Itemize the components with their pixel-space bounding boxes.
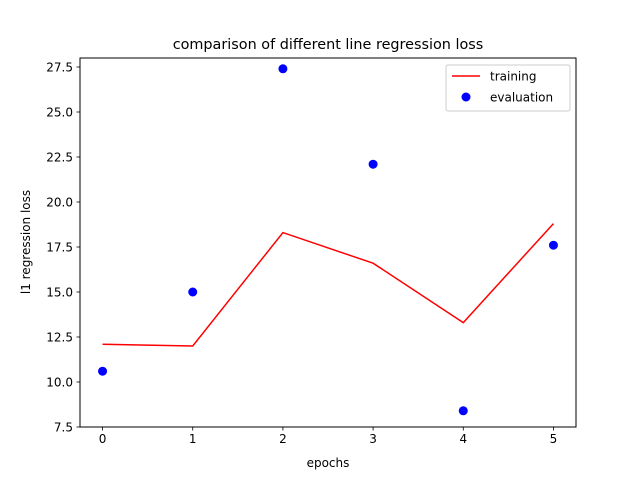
axes-frame: [79, 57, 577, 428]
y-tick-label: 22.5: [46, 151, 73, 165]
evaluation-point: [98, 366, 108, 376]
evaluation-point: [548, 240, 558, 250]
x-tick-label: 5: [550, 432, 558, 446]
x-tick-label: 3: [369, 432, 377, 446]
x-tick-label: 0: [99, 432, 107, 446]
x-axis-label: epochs: [307, 456, 350, 470]
plot-area: [79, 57, 577, 428]
legend: training evaluation: [445, 64, 571, 112]
evaluation-point: [188, 287, 198, 297]
x-tick-label: 2: [279, 432, 287, 446]
y-tick-label: 20.0: [46, 196, 73, 210]
y-axis: 7.5 10.0 12.5 15.0 17.5 20.0 22.5 25.0 27.5: [46, 61, 80, 435]
y-tick-label: 17.5: [46, 241, 73, 255]
evaluation-point: [458, 406, 468, 416]
y-axis-label: l1 regression loss: [19, 190, 33, 294]
y-tick-label: 10.0: [46, 376, 73, 390]
y-tick-label: 15.0: [46, 286, 73, 300]
x-tick-label: 1: [189, 432, 197, 446]
x-axis: 0 1 2 3 4 5: [99, 427, 558, 446]
x-tick-label: 4: [459, 432, 467, 446]
legend-evaluation-marker: [461, 92, 471, 102]
legend-evaluation-label: evaluation: [490, 91, 553, 105]
chart-title: comparison of different line regression …: [173, 37, 484, 53]
y-tick-label: 7.5: [54, 421, 73, 435]
series-layer: [98, 64, 558, 416]
evaluation-point: [278, 64, 288, 74]
training-line: [102, 223, 555, 347]
y-tick-label: 25.0: [46, 106, 73, 120]
evaluation-point: [368, 159, 378, 169]
y-tick-label: 27.5: [46, 61, 73, 75]
legend-training-label: training: [490, 70, 537, 84]
y-tick-label: 12.5: [46, 331, 73, 345]
